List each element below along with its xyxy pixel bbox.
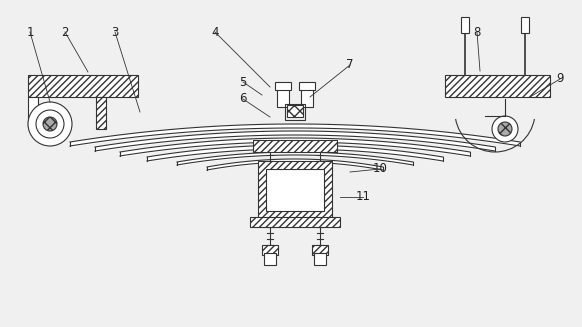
Text: 8: 8	[473, 26, 481, 39]
Bar	[28, 97, 38, 127]
Bar	[28, 75, 138, 97]
Bar	[264, 253, 276, 265]
Bar	[275, 82, 291, 90]
Bar	[285, 104, 305, 120]
Text: 5: 5	[239, 76, 247, 89]
Text: 1: 1	[26, 26, 34, 39]
Bar	[301, 87, 313, 107]
Bar	[312, 245, 328, 255]
Text: 3: 3	[111, 26, 119, 39]
Bar	[258, 161, 332, 219]
Text: 11: 11	[356, 191, 371, 203]
Bar	[262, 245, 278, 255]
Bar	[461, 17, 469, 33]
Circle shape	[498, 122, 512, 136]
Bar	[266, 169, 324, 211]
Circle shape	[492, 116, 518, 142]
Circle shape	[36, 110, 64, 138]
Bar	[253, 140, 337, 152]
Text: 2: 2	[61, 26, 69, 39]
Text: 7: 7	[346, 59, 354, 72]
Bar	[299, 82, 315, 90]
Text: 10: 10	[372, 163, 388, 176]
Bar	[250, 217, 340, 227]
Bar	[96, 97, 106, 129]
Circle shape	[28, 102, 72, 146]
Text: 9: 9	[556, 73, 564, 85]
Bar	[277, 87, 289, 107]
Bar	[314, 253, 326, 265]
Bar	[445, 75, 550, 97]
Bar	[287, 105, 303, 117]
Bar	[521, 17, 529, 33]
Text: 6: 6	[239, 93, 247, 106]
Circle shape	[43, 117, 57, 131]
Text: 4: 4	[211, 26, 219, 39]
